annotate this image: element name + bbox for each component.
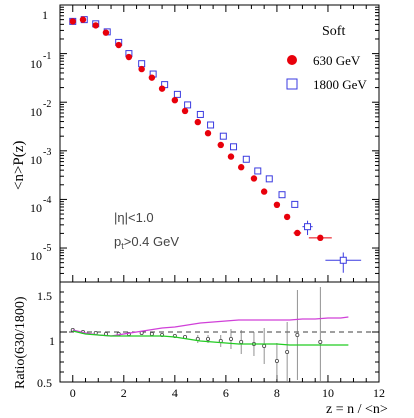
y-tick-label-exp-m5: 10 bbox=[30, 249, 42, 263]
bottom-y-axis-title: Ratio(630/1800) bbox=[13, 296, 28, 389]
point-630 bbox=[250, 175, 258, 182]
ratio-point bbox=[239, 339, 244, 344]
legend: Soft 630 GeV 1800 GeV bbox=[286, 24, 367, 92]
bottom-y-tick-0.5: 0.5 bbox=[37, 376, 52, 390]
y-tick-sup-m3: -3 bbox=[43, 147, 51, 158]
point-630 bbox=[294, 229, 301, 237]
top-y-tick-labels: 1 10 -1 10 -2 10 -3 10 -4 10 -5 bbox=[30, 8, 51, 263]
x-axis-title: z = n / <n> bbox=[326, 402, 388, 417]
point-1800 bbox=[173, 90, 181, 98]
point-630 bbox=[317, 234, 324, 242]
bottom-y-tick-labels: 1.5 1 0.5 bbox=[37, 289, 55, 390]
point-630 bbox=[227, 153, 235, 160]
point-630 bbox=[92, 22, 99, 29]
point-630 bbox=[138, 65, 145, 73]
bottom-y-tick-1.5: 1.5 bbox=[37, 289, 52, 303]
ratio-point bbox=[262, 343, 267, 348]
point-630 bbox=[260, 188, 268, 195]
bottom-data bbox=[70, 287, 349, 381]
y-tick-label-exp-m1: 10 bbox=[30, 57, 42, 71]
x-tick-label: 4 bbox=[172, 386, 178, 400]
point-1800 bbox=[242, 155, 250, 163]
ratio-point bbox=[274, 358, 279, 363]
bottom-y-tick-1: 1 bbox=[49, 334, 55, 348]
y-tick-sup-m2: -2 bbox=[43, 99, 51, 110]
point-630 bbox=[283, 213, 291, 221]
point-1800 bbox=[196, 110, 204, 118]
x-tick-label: 2 bbox=[121, 386, 127, 400]
legend-marker-630 bbox=[287, 55, 297, 65]
legend-label-630: 630 GeV bbox=[313, 53, 361, 68]
ratio-point bbox=[228, 336, 233, 341]
point-1800 bbox=[138, 60, 146, 68]
y-tick-label-exp-m4: 10 bbox=[30, 201, 42, 215]
point-1800 bbox=[339, 256, 347, 264]
point-630 bbox=[148, 74, 156, 81]
legend-label-1800: 1800 GeV bbox=[313, 77, 367, 92]
legend-marker-1800 bbox=[286, 78, 298, 90]
ratio-curve bbox=[72, 316, 349, 337]
point-630 bbox=[171, 96, 179, 104]
top-axes bbox=[60, 4, 380, 283]
point-1800 bbox=[254, 167, 262, 175]
point-630 bbox=[273, 201, 281, 209]
ratio-point bbox=[295, 332, 300, 337]
point-630 bbox=[217, 141, 224, 149]
top-data bbox=[69, 16, 362, 273]
point-1800 bbox=[219, 132, 227, 140]
point-1800 bbox=[304, 223, 312, 231]
point-630 bbox=[237, 164, 245, 171]
x-tick-label: 6 bbox=[223, 386, 229, 400]
y-tick-label-exp-m2: 10 bbox=[30, 105, 42, 119]
y-tick-sup-m1: -1 bbox=[43, 51, 51, 62]
point-1800 bbox=[265, 175, 273, 183]
x-tick-label: 12 bbox=[373, 386, 385, 400]
ratio-point bbox=[149, 331, 154, 336]
point-630 bbox=[69, 18, 76, 25]
annotation-pt-cut: pt>0.4 GeV bbox=[114, 234, 179, 251]
point-1800 bbox=[207, 121, 215, 129]
ratio-point bbox=[285, 349, 290, 354]
point-630 bbox=[125, 53, 133, 61]
point-1800 bbox=[184, 101, 192, 109]
bottom-axes: 0 2 4 6 8 10 12 bbox=[60, 281, 385, 400]
legend-title: Soft bbox=[322, 24, 345, 39]
point-630 bbox=[115, 41, 122, 49]
point-630 bbox=[194, 118, 202, 126]
top-y-axis-title: <n>P(z) bbox=[11, 141, 27, 190]
y-tick-sup-m4: -4 bbox=[43, 195, 51, 206]
ratio-point bbox=[206, 336, 211, 341]
y-tick-sup-m5: -5 bbox=[43, 243, 51, 254]
point-1800 bbox=[278, 191, 286, 199]
point-630 bbox=[204, 130, 212, 137]
x-tick-label: 0 bbox=[70, 386, 76, 400]
annotation-eta-cut: |η|<1.0 bbox=[114, 210, 154, 225]
ratio-curve bbox=[72, 330, 349, 346]
point-630 bbox=[102, 29, 110, 36]
point-1800 bbox=[291, 200, 299, 208]
x-tick-label: 8 bbox=[274, 386, 280, 400]
x-tick-label: 10 bbox=[322, 386, 334, 400]
point-630 bbox=[181, 107, 189, 115]
y-tick-label-exp-m3: 10 bbox=[30, 153, 42, 167]
y-tick-label-1: 1 bbox=[42, 8, 48, 22]
ratio-point bbox=[318, 339, 323, 344]
point-1800 bbox=[230, 143, 238, 151]
point-630 bbox=[158, 85, 166, 92]
point-630 bbox=[79, 16, 87, 23]
